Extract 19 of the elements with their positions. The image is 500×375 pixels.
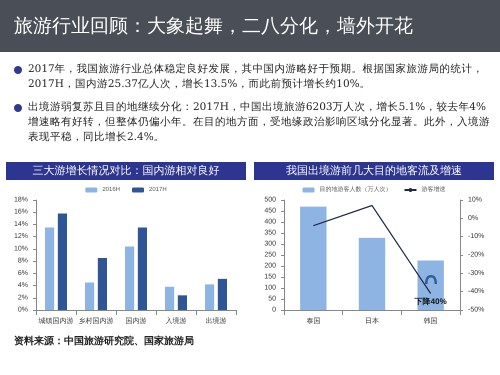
bar <box>178 295 187 310</box>
text: 出境游弱复苏且目的地继续分化：2017H，中国出境旅游6203万人次，增长5.1%，较去年4%增速略有好转，但整体仍偏小年。在目的地方面，受地缘政治影响区域分化显著。此外，入境游表现平稳，同比增长2.4%。 <box>14 100 490 145</box>
bar <box>85 282 94 310</box>
chart-title: 我国出境游前几大目的地客流及增速 <box>254 162 494 180</box>
chart-title: 三大游增长情况对比：国内游相对良好 <box>6 162 246 180</box>
bar <box>58 213 67 310</box>
text: 资料来源：中国旅游研究院、国家旅游局 <box>14 334 194 348</box>
text: 旅游行业回顾：大象起舞，二八分化，墙外开花 <box>0 0 500 52</box>
text: 2017年，我国旅游行业总体稳定良好发展，其中国内游略好于预期。根据国家旅游局的统计，2017H，国内游25.37亿人次，增长13.5%，而此前预计增长约10%。 <box>14 62 490 92</box>
bar <box>125 246 134 310</box>
bar <box>165 286 174 310</box>
bar <box>358 238 386 310</box>
bar <box>218 278 227 310</box>
bar <box>205 284 214 310</box>
bar <box>300 206 327 310</box>
bar <box>45 228 54 310</box>
bar <box>138 228 147 310</box>
annotation: 下降40% <box>414 297 447 306</box>
bar <box>98 258 107 310</box>
